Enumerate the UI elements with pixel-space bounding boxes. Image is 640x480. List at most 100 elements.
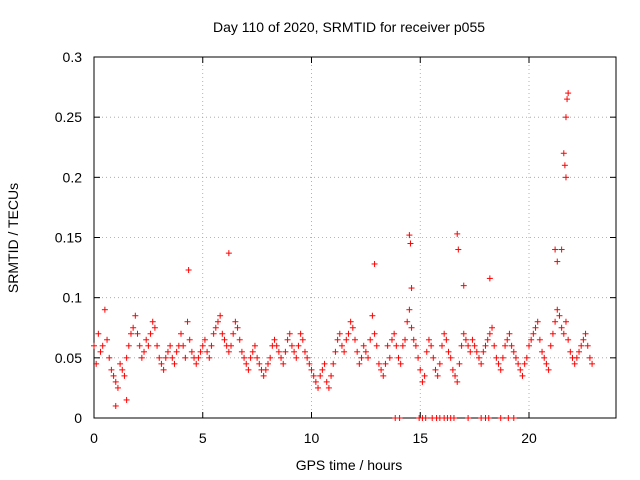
data-point bbox=[417, 366, 424, 373]
data-point bbox=[484, 336, 491, 343]
data-point bbox=[562, 318, 569, 325]
y-tick-label: 0.15 bbox=[55, 230, 82, 246]
data-point bbox=[395, 354, 402, 361]
data-point bbox=[352, 336, 358, 343]
data-point bbox=[173, 348, 180, 355]
data-point bbox=[245, 366, 252, 373]
data-point bbox=[275, 348, 282, 355]
data-point bbox=[584, 342, 591, 349]
data-point bbox=[347, 318, 354, 325]
data-point bbox=[121, 372, 128, 379]
data-point bbox=[297, 330, 304, 337]
data-point bbox=[439, 342, 445, 349]
data-point bbox=[112, 402, 119, 409]
data-point bbox=[425, 336, 432, 343]
data-point bbox=[539, 348, 546, 355]
data-point bbox=[141, 348, 148, 355]
data-point bbox=[136, 342, 143, 349]
data-point bbox=[497, 415, 504, 421]
data-point bbox=[536, 336, 543, 343]
data-point bbox=[210, 330, 217, 337]
y-tick-label: 0.25 bbox=[55, 109, 82, 125]
data-point bbox=[206, 354, 213, 361]
data-point bbox=[406, 306, 413, 313]
data-point bbox=[580, 336, 587, 343]
data-point bbox=[560, 150, 567, 157]
data-point bbox=[254, 354, 261, 361]
data-point bbox=[134, 330, 141, 337]
data-point bbox=[475, 354, 482, 361]
data-point bbox=[193, 360, 200, 367]
data-point bbox=[117, 360, 124, 367]
data-point bbox=[512, 354, 519, 361]
data-point bbox=[265, 360, 271, 367]
data-point bbox=[499, 354, 506, 361]
data-point bbox=[186, 336, 193, 343]
data-point bbox=[571, 360, 578, 367]
data-point bbox=[228, 342, 235, 349]
x-tick-label: 10 bbox=[304, 430, 320, 446]
data-point bbox=[104, 336, 111, 343]
data-point bbox=[101, 306, 108, 313]
data-point bbox=[119, 366, 126, 373]
data-point bbox=[408, 324, 415, 331]
data-point bbox=[456, 360, 463, 367]
data-point bbox=[506, 330, 513, 337]
data-point bbox=[295, 342, 302, 349]
data-point bbox=[278, 354, 285, 361]
data-point bbox=[230, 330, 237, 337]
data-point bbox=[378, 366, 385, 373]
x-tick-label: 0 bbox=[90, 430, 98, 446]
data-point bbox=[554, 306, 561, 313]
data-point bbox=[408, 285, 415, 292]
y-axis-ticks: 0 0.05 0.1 0.15 0.2 0.25 0.3 bbox=[55, 49, 616, 426]
data-point bbox=[471, 342, 478, 349]
data-point bbox=[485, 415, 492, 421]
data-point bbox=[334, 336, 341, 343]
data-point bbox=[552, 318, 559, 325]
data-point bbox=[419, 378, 426, 385]
y-axis-title: SRMTID / TECUs bbox=[5, 183, 21, 293]
data-point bbox=[443, 336, 450, 343]
data-point bbox=[241, 354, 248, 361]
data-point bbox=[482, 342, 489, 349]
data-point bbox=[407, 240, 414, 247]
data-point bbox=[534, 318, 541, 325]
data-point bbox=[573, 354, 580, 361]
data-point bbox=[445, 348, 452, 355]
data-point bbox=[430, 354, 437, 361]
data-point bbox=[299, 336, 306, 343]
data-point bbox=[185, 266, 192, 273]
data-point bbox=[406, 232, 413, 239]
data-point bbox=[515, 360, 522, 367]
data-point bbox=[565, 336, 572, 343]
x-tick-label: 20 bbox=[521, 430, 537, 446]
data-point bbox=[358, 354, 365, 361]
chart-title: Day 110 of 2020, SRMTID for receiver p05… bbox=[213, 19, 485, 35]
data-point bbox=[402, 336, 409, 343]
data-point bbox=[558, 246, 565, 253]
x-axis-ticks: 0 5 10 15 20 bbox=[90, 57, 537, 446]
data-point bbox=[149, 318, 156, 325]
data-point bbox=[373, 342, 380, 349]
data-point bbox=[180, 342, 187, 349]
data-point bbox=[91, 342, 97, 349]
x-axis-title: GPS time / hours bbox=[296, 457, 403, 473]
data-point bbox=[526, 342, 532, 349]
data-point bbox=[315, 384, 322, 391]
data-point bbox=[547, 342, 554, 349]
y-tick-label: 0 bbox=[74, 410, 82, 426]
data-point bbox=[260, 372, 267, 379]
data-point bbox=[238, 348, 245, 355]
data-point bbox=[396, 415, 403, 421]
data-point bbox=[404, 318, 411, 325]
data-point bbox=[321, 360, 328, 367]
data-point bbox=[375, 360, 382, 367]
data-point bbox=[106, 354, 113, 361]
data-point bbox=[201, 336, 208, 343]
data-point bbox=[371, 260, 378, 267]
data-point bbox=[493, 354, 500, 361]
data-point bbox=[171, 360, 178, 367]
data-point bbox=[434, 372, 441, 379]
